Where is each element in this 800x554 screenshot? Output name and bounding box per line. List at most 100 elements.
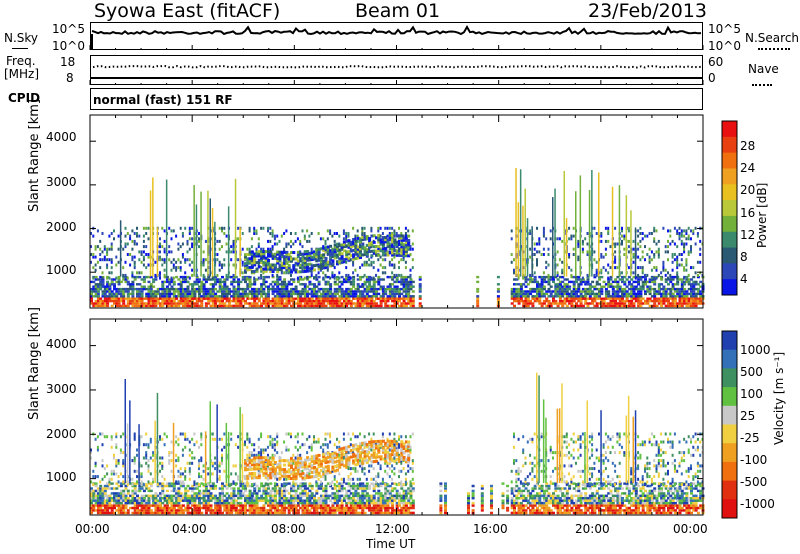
power-cell xyxy=(214,283,218,286)
power-cell xyxy=(388,233,392,237)
power-cell xyxy=(342,292,346,296)
power-cell xyxy=(278,239,281,243)
power-cell xyxy=(324,292,328,296)
velocity-cell xyxy=(230,501,234,505)
power-cell xyxy=(671,283,675,286)
power-cell xyxy=(257,258,261,262)
power-cell xyxy=(692,283,696,286)
power-cell xyxy=(522,299,526,303)
power-cell xyxy=(214,295,218,298)
power-cell xyxy=(545,299,549,303)
power-cell xyxy=(407,287,411,291)
power-cell xyxy=(221,285,224,288)
power-cell xyxy=(232,297,236,300)
power-cell xyxy=(184,292,188,296)
power-cell xyxy=(545,237,548,241)
velocity-cell xyxy=(193,480,196,484)
power-cell xyxy=(685,268,688,272)
power-cell xyxy=(616,297,620,300)
power-cell xyxy=(602,255,605,259)
power-cell xyxy=(356,299,360,303)
power-cell xyxy=(310,264,314,268)
power-cell xyxy=(221,297,224,300)
velocity-cell xyxy=(122,499,126,502)
power-cell xyxy=(227,206,230,277)
power-cell xyxy=(662,226,665,230)
velocity-cell xyxy=(181,480,184,484)
power-cell xyxy=(103,295,107,298)
velocity-cell xyxy=(250,504,254,507)
velocity-cell xyxy=(221,504,224,507)
power-cell xyxy=(667,304,670,308)
power-cell xyxy=(391,258,394,262)
power-cell xyxy=(581,287,585,291)
power-cell xyxy=(515,299,519,303)
power-cell xyxy=(124,275,128,279)
power-cell xyxy=(152,278,156,281)
power-cell xyxy=(542,234,545,238)
power-cell xyxy=(402,278,406,281)
power-cell xyxy=(138,292,142,296)
velocity-cell xyxy=(110,469,113,473)
power-cell xyxy=(273,299,277,303)
power-cell xyxy=(315,250,319,254)
power-cell xyxy=(294,290,298,293)
power-cell xyxy=(200,290,204,293)
power-cell xyxy=(115,304,119,308)
power-cell xyxy=(673,299,677,303)
power-cell xyxy=(94,283,98,286)
power-cell xyxy=(536,258,538,262)
power-cell xyxy=(648,290,652,293)
velocity-cell xyxy=(214,497,218,500)
power-cell xyxy=(296,299,300,303)
power-cell xyxy=(611,302,615,305)
power-cell xyxy=(388,263,391,267)
velocity-cell xyxy=(250,492,254,495)
power-cell xyxy=(411,229,414,233)
power-cell xyxy=(131,239,134,243)
power-cell xyxy=(352,226,355,230)
power-cell xyxy=(250,257,254,260)
power-cell xyxy=(154,292,158,296)
power-cell xyxy=(308,297,312,300)
velocity-cell xyxy=(248,484,252,488)
velocity-cell xyxy=(232,506,236,510)
power-cell xyxy=(687,278,691,281)
power-cell xyxy=(142,263,145,267)
velocity-cell xyxy=(230,499,234,502)
power-cell xyxy=(218,278,222,281)
power-cell xyxy=(570,290,574,293)
velocity-cell xyxy=(248,474,252,478)
power-cell xyxy=(368,302,372,305)
velocity-cell xyxy=(113,494,116,498)
power-cell xyxy=(285,302,289,305)
velocity-cell xyxy=(195,504,199,507)
power-cell xyxy=(664,280,668,284)
velocity-cell xyxy=(136,497,139,500)
velocity-cell xyxy=(250,443,253,447)
velocity-cell xyxy=(253,506,257,510)
power-cell xyxy=(531,280,535,284)
power-cell xyxy=(391,249,395,253)
power-cell xyxy=(336,244,339,248)
power-cell xyxy=(368,245,372,249)
power-cell xyxy=(195,280,199,284)
power-cell xyxy=(253,297,257,300)
velocity-cell xyxy=(209,401,211,484)
velocity-cell xyxy=(227,483,230,487)
power-cell xyxy=(248,250,252,254)
power-cell xyxy=(664,292,668,296)
power-cell xyxy=(558,292,562,296)
power-cell xyxy=(655,297,659,300)
power-cell xyxy=(393,275,397,279)
velocity-cell xyxy=(145,504,149,507)
power-cell xyxy=(379,234,382,238)
power-cell xyxy=(542,295,546,298)
power-cell xyxy=(140,271,143,275)
velocity-cell xyxy=(253,483,256,487)
power-cell xyxy=(579,175,582,277)
power-cell xyxy=(694,287,698,291)
power-cell xyxy=(92,302,96,305)
power-cell xyxy=(177,278,181,281)
velocity-cell xyxy=(96,501,100,505)
